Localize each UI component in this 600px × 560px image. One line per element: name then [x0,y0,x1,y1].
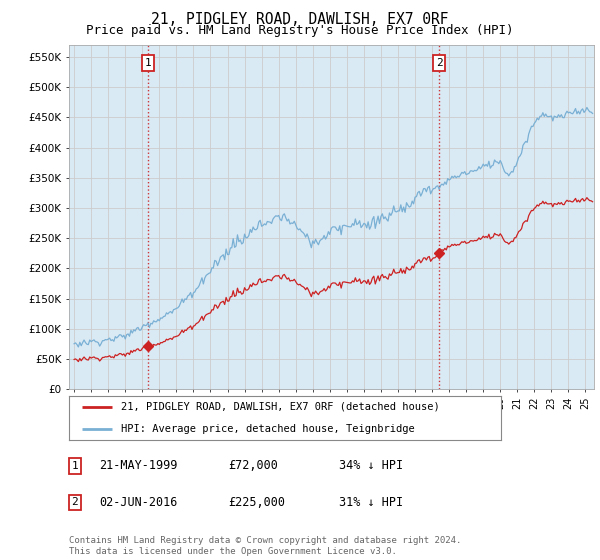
Text: 21, PIDGLEY ROAD, DAWLISH, EX7 0RF (detached house): 21, PIDGLEY ROAD, DAWLISH, EX7 0RF (deta… [121,402,440,412]
Text: Contains HM Land Registry data © Crown copyright and database right 2024.
This d: Contains HM Land Registry data © Crown c… [69,536,461,556]
Text: 2: 2 [71,497,79,507]
Text: 1: 1 [145,58,151,68]
Text: 21-MAY-1999: 21-MAY-1999 [99,459,178,473]
Text: 2: 2 [436,58,443,68]
Text: 1: 1 [71,461,79,471]
Text: 31% ↓ HPI: 31% ↓ HPI [339,496,403,509]
Text: £72,000: £72,000 [228,459,278,473]
Text: 21, PIDGLEY ROAD, DAWLISH, EX7 0RF: 21, PIDGLEY ROAD, DAWLISH, EX7 0RF [151,12,449,27]
Text: Price paid vs. HM Land Registry's House Price Index (HPI): Price paid vs. HM Land Registry's House … [86,24,514,36]
Text: 34% ↓ HPI: 34% ↓ HPI [339,459,403,473]
Text: 02-JUN-2016: 02-JUN-2016 [99,496,178,509]
Text: HPI: Average price, detached house, Teignbridge: HPI: Average price, detached house, Teig… [121,424,415,433]
Text: £225,000: £225,000 [228,496,285,509]
